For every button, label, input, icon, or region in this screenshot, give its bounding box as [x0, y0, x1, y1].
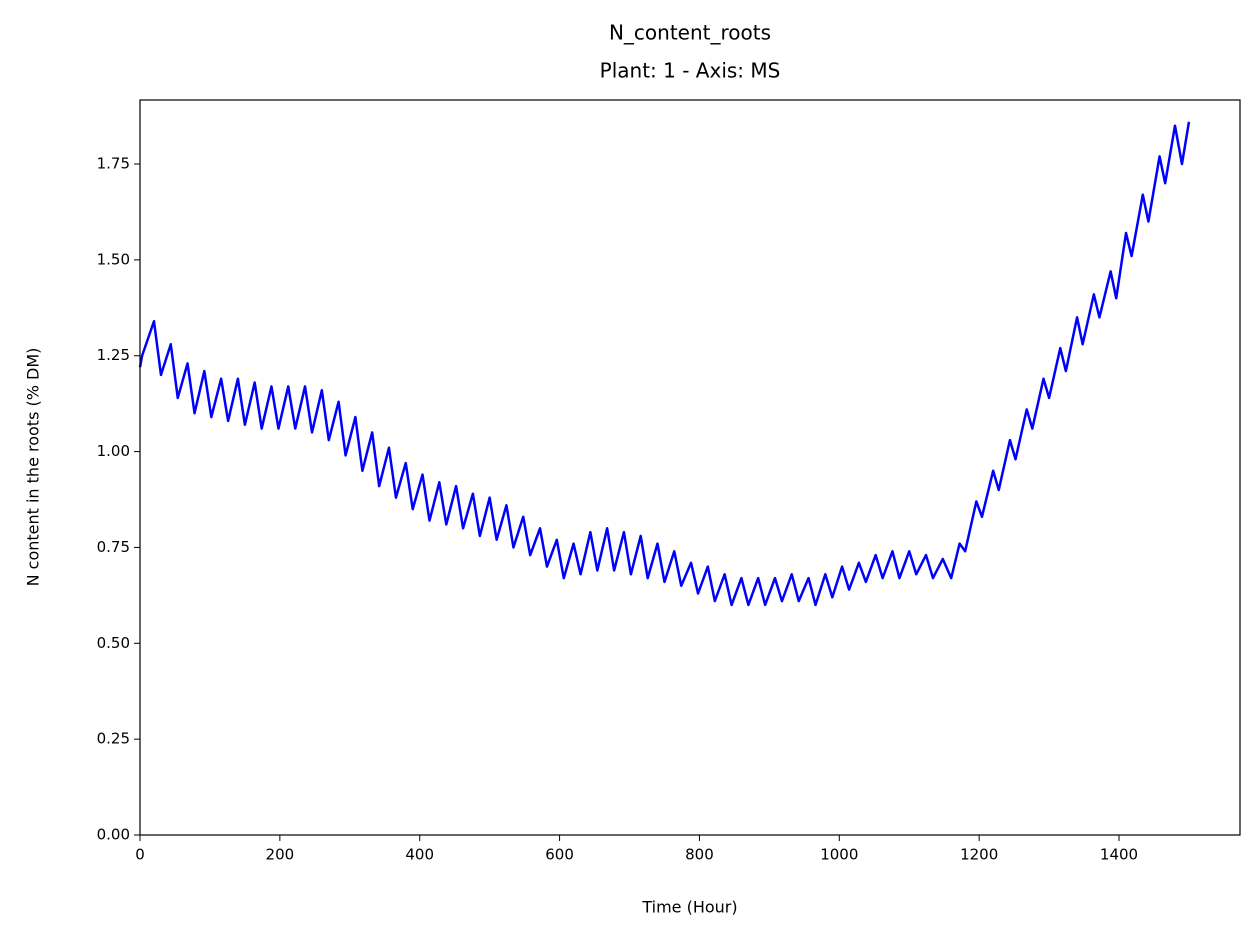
plot-frame — [139, 99, 1241, 836]
chart-title: N_content_roots — [609, 21, 771, 45]
x-tick-label: 1200 — [960, 846, 998, 864]
y-tick-label: 0.50 — [97, 634, 130, 652]
x-tick-label: 1400 — [1100, 846, 1138, 864]
x-tick-label: 400 — [405, 846, 434, 864]
y-tick-label: 1.25 — [97, 346, 130, 364]
x-tick-label: 200 — [266, 846, 295, 864]
y-tick-label: 0.00 — [97, 826, 130, 844]
x-tick-label: 1000 — [820, 846, 858, 864]
x-tick-label: 800 — [685, 846, 714, 864]
y-tick-label: 0.25 — [97, 730, 130, 748]
x-axis-label: Time (Hour) — [641, 898, 737, 917]
y-tick-label: 1.00 — [97, 442, 130, 460]
y-axis-label: N content in the roots (% DM) — [24, 348, 43, 587]
y-tick-label: 1.50 — [97, 250, 130, 268]
x-tick-label: 600 — [545, 846, 574, 864]
x-tick-label: 0 — [135, 846, 145, 864]
chart-subtitle: Plant: 1 - Axis: MS — [600, 59, 781, 83]
y-tick-label: 1.75 — [97, 155, 130, 173]
data-line — [138, 121, 1191, 607]
y-tick-label: 0.75 — [97, 538, 130, 556]
